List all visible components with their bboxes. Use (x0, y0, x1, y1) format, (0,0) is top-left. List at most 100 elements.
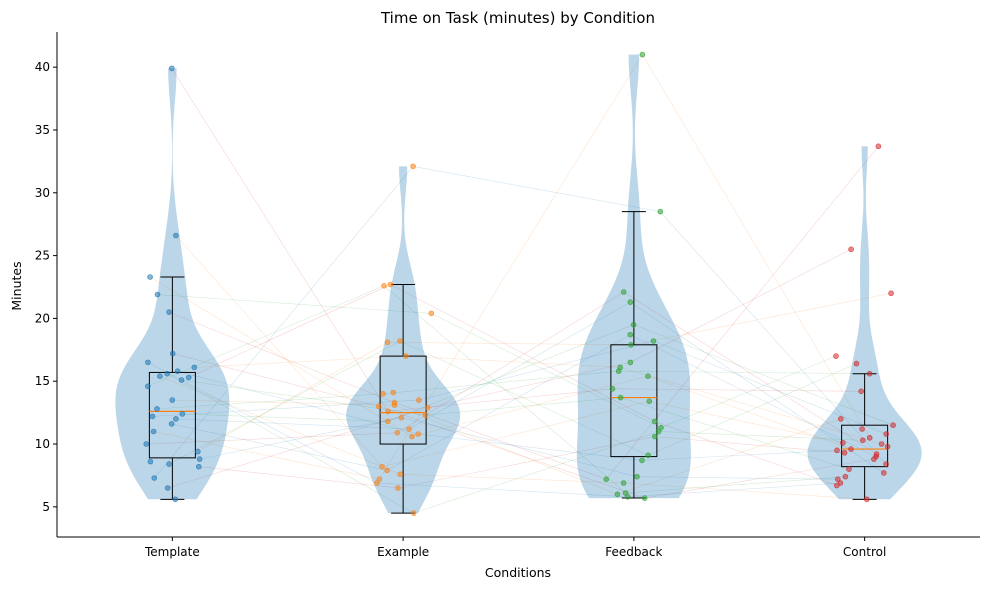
participant-line (149, 276, 413, 437)
data-point (395, 485, 401, 491)
participant-line (647, 375, 852, 450)
y-tick-label: 35 (35, 123, 50, 137)
participant-line (623, 291, 877, 455)
data-point (650, 338, 657, 344)
axes: 5 10 15 20 25 30 35 40 Template Example Feedback Co… (35, 32, 980, 559)
data-point (168, 421, 175, 427)
data-point (169, 350, 176, 357)
data-point (890, 422, 896, 429)
data-point (196, 456, 203, 462)
participant-line (394, 404, 618, 495)
participant-line (177, 370, 419, 435)
data-point (627, 359, 634, 366)
data-point (143, 441, 150, 447)
participant-line (394, 402, 607, 480)
data-point (145, 383, 151, 390)
data-point (166, 309, 172, 315)
data-point (384, 339, 391, 346)
data-point (655, 428, 662, 435)
participant-line (146, 432, 398, 445)
participant-line (620, 367, 882, 445)
data-point (173, 232, 179, 239)
participant-line (199, 417, 402, 460)
participant-line (378, 406, 645, 499)
participant-line (168, 311, 395, 403)
data-point (406, 426, 412, 432)
box (148, 371, 196, 459)
data-point (173, 416, 179, 422)
data-point (871, 456, 877, 462)
data-point (154, 291, 161, 298)
data-point (157, 373, 163, 380)
data-point (641, 495, 648, 501)
data-point (172, 496, 179, 503)
data-point (387, 281, 394, 288)
data-point (651, 433, 658, 440)
participant-line (167, 407, 428, 489)
data-point (164, 485, 171, 491)
data-point (428, 310, 435, 317)
data-point (627, 299, 634, 305)
box (610, 344, 658, 458)
participant-line (159, 375, 401, 475)
data-point (853, 360, 860, 367)
data-point (639, 457, 645, 464)
data-point (603, 476, 610, 483)
x-tick-label-feedback: Feedback (605, 545, 662, 559)
participant-line (623, 482, 867, 500)
participant-line (182, 413, 388, 422)
participant-line (654, 436, 845, 454)
participant-line (172, 399, 395, 406)
participant-line (648, 363, 857, 456)
data-point (866, 434, 873, 441)
participant-line (400, 473, 624, 484)
data-points (143, 51, 896, 516)
data-point (609, 385, 616, 392)
participant-line (612, 388, 862, 392)
violins (115, 54, 922, 514)
data-point (859, 426, 865, 432)
data-point (620, 480, 627, 486)
participant-line (630, 249, 852, 363)
data-point (147, 458, 154, 465)
x-axis-label: Conditions (485, 565, 551, 580)
data-point (150, 428, 157, 435)
data-point (840, 439, 846, 446)
data-point (888, 290, 894, 297)
data-point (390, 389, 397, 396)
participant-line (379, 54, 643, 480)
data-point (646, 398, 653, 405)
participant-line (197, 342, 388, 452)
participant-line (175, 235, 383, 467)
participant-line (431, 313, 662, 428)
participant-line (606, 146, 879, 480)
data-point (841, 449, 848, 456)
participant-line (172, 353, 379, 407)
y-tick-label: 5 (42, 500, 50, 514)
data-point (834, 476, 841, 483)
participant-line (198, 466, 399, 489)
participant-line (633, 324, 894, 426)
participant-line (642, 54, 870, 438)
participant-line (637, 476, 838, 480)
participant-line (660, 355, 837, 428)
participant-line (425, 397, 621, 416)
data-point (381, 282, 387, 289)
data-point (848, 446, 854, 452)
data-point (627, 331, 634, 338)
participant-line (147, 285, 385, 387)
data-point (859, 437, 866, 444)
data-point (166, 461, 172, 467)
participant-line (383, 370, 619, 395)
data-point (624, 493, 631, 500)
data-point (174, 368, 181, 375)
data-point (422, 412, 429, 418)
data-point (147, 274, 153, 280)
participant-line (649, 401, 843, 444)
participant-line (427, 362, 631, 408)
data-point (178, 377, 185, 383)
data-point (833, 353, 839, 359)
data-point (614, 491, 621, 498)
y-axis-label: Minutes (9, 261, 24, 310)
participant-line (383, 285, 626, 494)
